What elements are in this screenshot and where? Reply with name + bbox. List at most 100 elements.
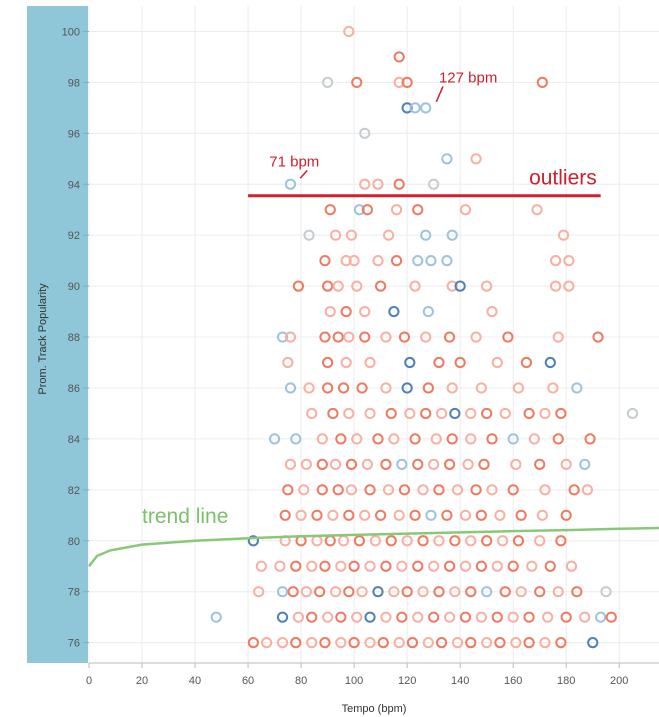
data-point	[303, 229, 315, 241]
data-point	[523, 407, 535, 420]
data-point	[348, 255, 360, 267]
data-point	[306, 611, 318, 623]
y-tick-label: 86	[68, 383, 80, 395]
data-point	[417, 535, 429, 547]
data-point	[276, 331, 289, 343]
data-point	[359, 509, 371, 521]
data-point	[385, 535, 397, 547]
data-point	[555, 407, 567, 420]
data-point	[279, 509, 291, 521]
data-point	[507, 611, 519, 623]
data-point	[380, 382, 392, 394]
data-point	[544, 560, 556, 572]
data-point	[322, 356, 334, 369]
data-point	[292, 611, 305, 623]
data-point	[398, 484, 411, 496]
data-point	[282, 484, 294, 496]
data-point	[340, 356, 352, 369]
data-point	[459, 611, 472, 623]
data-points	[210, 25, 639, 649]
data-point	[581, 484, 594, 496]
data-point	[380, 560, 392, 572]
data-point	[449, 407, 461, 420]
data-point	[343, 25, 355, 38]
data-point	[520, 356, 533, 369]
data-point	[441, 255, 453, 267]
data-point	[449, 535, 461, 547]
data-point	[284, 178, 297, 190]
data-point	[364, 356, 376, 369]
data-point	[486, 433, 498, 445]
y-tick-label: 94	[68, 179, 80, 191]
data-point	[335, 637, 347, 649]
y-tick-label: 90	[68, 281, 80, 293]
data-point	[475, 560, 487, 572]
data-point	[605, 611, 617, 623]
data-point	[351, 611, 363, 623]
data-point	[428, 178, 440, 190]
data-point	[393, 76, 405, 88]
data-point	[306, 560, 318, 572]
x-tick-label: 60	[242, 675, 254, 687]
data-point	[345, 458, 358, 470]
data-point	[412, 458, 424, 470]
data-point	[361, 458, 373, 470]
data-point	[311, 509, 323, 521]
x-tick-label: 200	[610, 675, 628, 687]
data-point	[459, 560, 472, 572]
data-point	[359, 331, 371, 343]
data-point	[284, 458, 297, 470]
data-point	[555, 535, 567, 547]
data-point	[441, 153, 453, 165]
data-point	[499, 586, 511, 598]
data-point	[327, 407, 339, 420]
data-point	[523, 611, 535, 623]
data-point	[428, 560, 440, 572]
data-point	[319, 560, 331, 572]
data-point	[316, 433, 328, 445]
data-point	[430, 433, 442, 445]
data-point	[353, 535, 366, 547]
data-point	[401, 382, 413, 394]
data-point	[396, 560, 408, 572]
data-point	[544, 356, 556, 369]
data-point	[443, 458, 456, 470]
data-point	[351, 280, 363, 292]
data-point	[465, 407, 477, 420]
x-tick-label: 180	[557, 675, 575, 687]
data-point	[401, 535, 413, 547]
data-point	[443, 331, 456, 343]
data-point	[499, 407, 511, 420]
data-point	[465, 433, 477, 445]
data-point	[422, 305, 434, 318]
x-tick-label: 100	[345, 675, 363, 687]
data-point	[300, 458, 312, 470]
data-point	[298, 484, 310, 496]
data-point	[385, 407, 397, 420]
data-point	[364, 611, 376, 623]
data-point	[261, 637, 273, 649]
data-point	[539, 637, 551, 649]
data-point	[428, 458, 440, 470]
data-point	[319, 255, 331, 267]
x-axis-ticks: 0 20 40 60 80 100 120 140 160 180 200	[86, 663, 628, 687]
data-point	[459, 204, 472, 216]
data-point	[420, 229, 432, 241]
data-point	[560, 458, 572, 470]
data-point	[571, 586, 583, 598]
data-point	[396, 458, 408, 470]
data-point	[528, 433, 540, 445]
annotation-label: 127 bpm	[439, 69, 497, 86]
data-point	[372, 178, 384, 190]
data-point	[462, 458, 474, 470]
data-point	[345, 229, 358, 241]
data-point	[475, 509, 487, 521]
y-tick-label: 98	[68, 77, 80, 89]
data-point	[441, 509, 453, 521]
data-point	[343, 586, 355, 598]
data-point	[507, 484, 519, 496]
data-point	[626, 407, 639, 420]
data-point	[284, 331, 297, 343]
data-point	[375, 509, 387, 521]
